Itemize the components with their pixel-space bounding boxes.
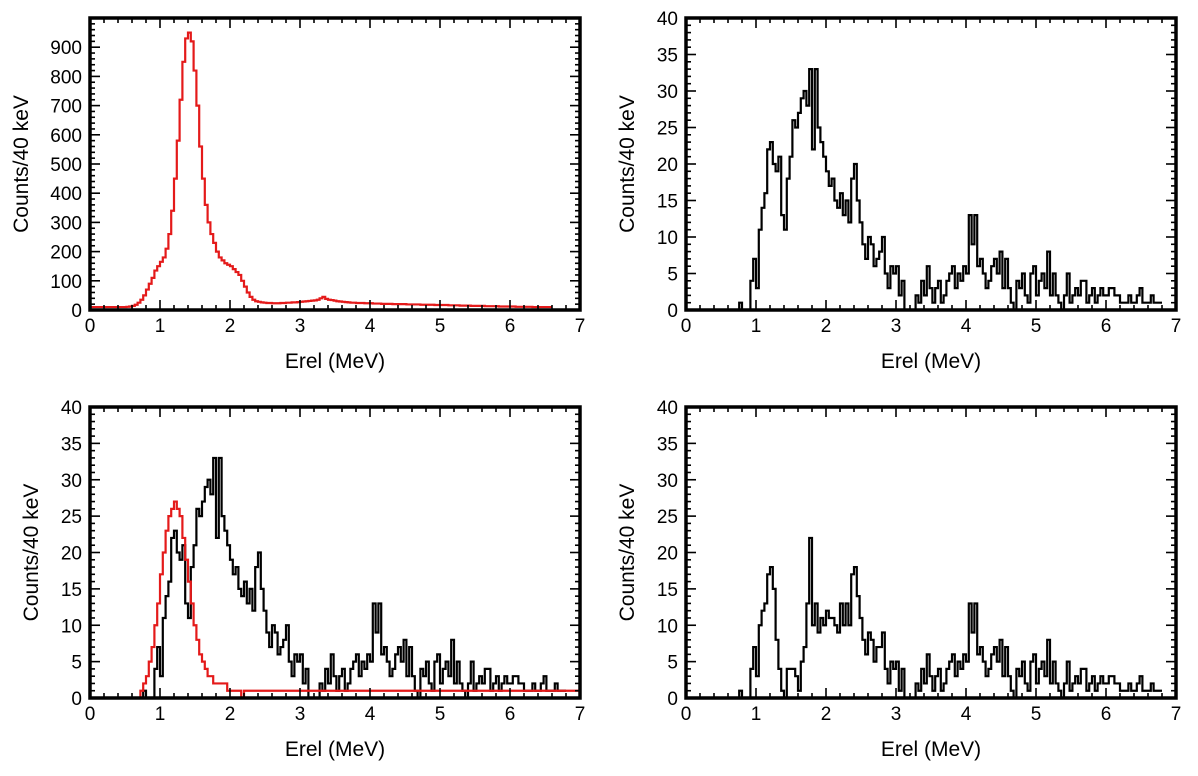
y-tick-label: 900 [50,38,82,59]
x-tick-label: 6 [1101,704,1112,725]
y-tick-label: 25 [657,507,678,528]
chart-panel-bottom-left: 0 1 2 3 4 5 6 7 0 5 10 15 20 25 30 35 40 Erel (MeV) Counts… [20,398,585,761]
plot-frame [88,16,582,312]
y-tick-label: 35 [61,434,82,455]
x-axis-title: Erel (MeV) [881,350,981,373]
y-tick-label: 40 [657,9,678,30]
y-tick-label: 20 [61,544,82,565]
x-tick-label: 7 [575,704,586,725]
x-axis-title: Erel (MeV) [881,738,981,761]
y-axis-title: Counts/40 keV [10,95,33,233]
chart-panel-top-left: 0 1 2 3 4 5 6 7 0 100 200 300 400 500 600 700 800 900 Erel… [10,16,586,373]
y-tick-label: 35 [657,434,678,455]
x-tick-label: 2 [225,316,236,337]
x-tick-label: 5 [435,316,446,337]
y-tick-label: 40 [61,398,82,419]
y-tick-label: 40 [657,398,678,419]
y-tick-label: 800 [50,67,82,88]
y-tick-label: 35 [657,46,678,67]
y-tick-label: 10 [61,616,82,637]
x-tick-label: 6 [505,316,516,337]
x-tick-label: 0 [681,316,692,337]
histogram-series-black [686,536,1162,700]
x-tick-label: 4 [961,704,972,725]
x-tick-label: 3 [891,704,902,725]
x-tick-label: 1 [751,316,762,337]
y-tick-label: 300 [50,213,82,234]
x-tick-label: 5 [1031,704,1042,725]
x-axis-title: Erel (MeV) [285,350,385,373]
x-tick-label: 5 [435,704,446,725]
y-tick-label: 30 [657,82,678,103]
y-tick-label: 0 [71,301,82,322]
y-tick-label: 700 [50,97,82,118]
y-tick-label: 20 [657,544,678,565]
y-tick-label: 15 [657,192,678,213]
x-tick-label: 4 [365,316,376,337]
histogram-series-red [90,31,552,309]
y-tick-label: 0 [71,689,82,710]
y-tick-label: 200 [50,243,82,264]
x-tick-label: 0 [681,704,692,725]
x-tick-label: 0 [85,316,96,337]
chart-panel-bottom-right: 0 1 2 3 4 5 6 7 0 5 10 15 20 25 30 35 40 Erel (MeV) Counts… [616,398,1181,761]
histogram-series-black [90,456,566,700]
histogram-series-red [90,500,580,700]
x-tick-label: 1 [155,704,166,725]
y-tick-label: 25 [61,507,82,528]
x-tick-label: 7 [1171,704,1182,725]
y-axis-title: Counts/40 keV [616,95,639,233]
y-tick-label: 25 [657,119,678,140]
y-tick-label: 30 [657,471,678,492]
x-tick-label: 6 [1101,316,1112,337]
y-tick-label: 400 [50,184,82,205]
chart-panel-top-right: 0 1 2 3 4 5 6 7 0 5 10 15 20 25 30 35 40 Erel (MeV) Counts… [616,9,1181,373]
y-tick-label: 500 [50,155,82,176]
y-tick-label: 15 [61,580,82,601]
y-tick-label: 0 [667,301,678,322]
y-tick-label: 5 [71,653,82,674]
y-tick-label: 10 [657,228,678,249]
y-tick-label: 100 [50,272,82,293]
x-tick-label: 1 [155,316,166,337]
y-axis-title: Counts/40 keV [616,484,639,622]
x-tick-label: 0 [85,704,96,725]
y-tick-label: 5 [667,265,678,286]
x-tick-label: 4 [365,704,376,725]
y-tick-label: 5 [667,653,678,674]
y-tick-label: 30 [61,471,82,492]
x-tick-label: 3 [295,704,306,725]
x-tick-label: 7 [1171,316,1182,337]
y-tick-label: 600 [50,126,82,147]
y-tick-label: 15 [657,580,678,601]
x-tick-label: 4 [961,316,972,337]
x-tick-label: 7 [575,316,586,337]
x-axis-title: Erel (MeV) [285,738,385,761]
x-tick-label: 3 [295,316,306,337]
y-tick-label: 10 [657,616,678,637]
x-tick-label: 3 [891,316,902,337]
y-axis-title: Counts/40 keV [20,484,43,622]
x-tick-label: 6 [505,704,516,725]
x-tick-label: 1 [751,704,762,725]
x-tick-label: 2 [821,316,832,337]
histogram-series-black [686,68,1162,312]
x-tick-label: 2 [225,704,236,725]
x-tick-label: 2 [821,704,832,725]
x-tick-label: 5 [1031,316,1042,337]
y-tick-label: 0 [667,689,678,710]
y-tick-label: 20 [657,155,678,176]
